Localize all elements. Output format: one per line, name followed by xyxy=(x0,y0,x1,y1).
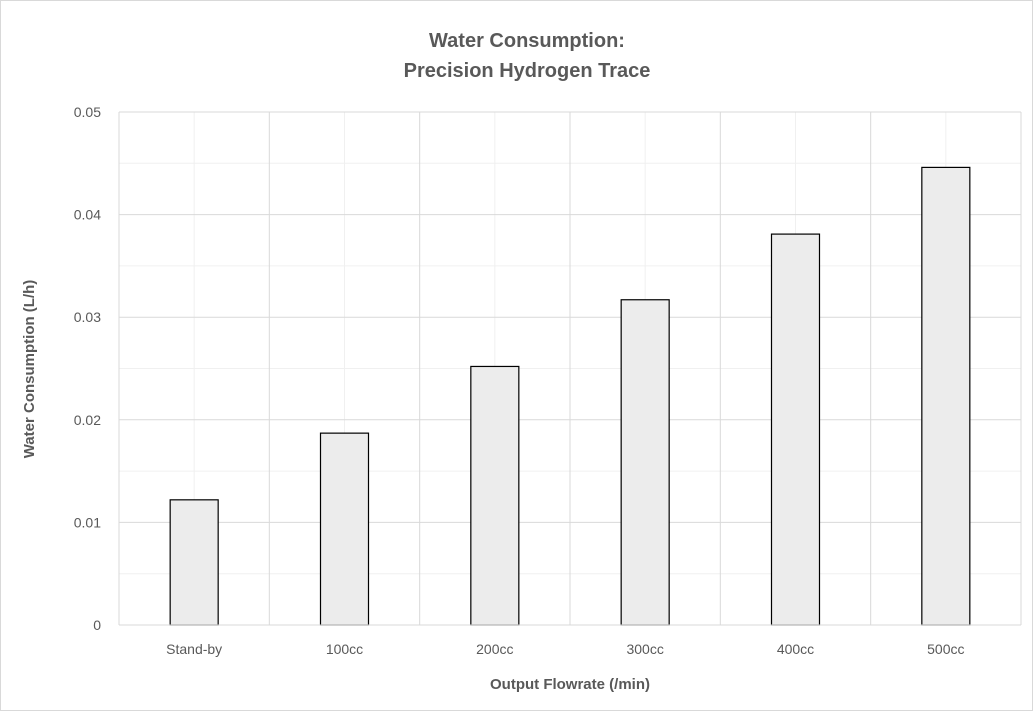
y-tick-label: 0.04 xyxy=(74,207,101,223)
bar-stand-by xyxy=(169,499,219,626)
y-tick-label: 0.05 xyxy=(74,104,101,120)
bars xyxy=(169,166,971,626)
bar-300cc xyxy=(620,299,670,626)
chart-title-line-1: Water Consumption: xyxy=(429,30,625,52)
x-tick-label: 300cc xyxy=(626,641,663,657)
x-tick-label: 400cc xyxy=(777,641,814,657)
y-tick-label: 0 xyxy=(93,617,101,633)
y-tick-label: 0.01 xyxy=(74,514,101,530)
bar-400cc xyxy=(770,233,821,626)
bar-200cc xyxy=(470,365,520,626)
x-tick-label: Stand-by xyxy=(166,641,222,657)
x-axis-title: Output Flowrate (/min) xyxy=(490,676,650,693)
y-tick-label: 0.02 xyxy=(74,412,101,428)
y-axis-title: Water Consumption (L/h) xyxy=(21,280,38,459)
x-tick-label: 200cc xyxy=(476,641,513,657)
axes: 0 0.01 0.02 0.03 0.04 0.05 Stand-by 100cc 200cc 3… xyxy=(74,104,1021,657)
gridlines xyxy=(118,111,1022,625)
bar-100cc xyxy=(319,432,370,626)
y-tick-label: 0.03 xyxy=(74,309,101,325)
x-tick-label: 500cc xyxy=(927,641,964,657)
chart-title-line-2: Precision Hydrogen Trace xyxy=(404,60,651,82)
x-tick-label: 100cc xyxy=(326,641,363,657)
bar-500cc xyxy=(921,166,971,626)
